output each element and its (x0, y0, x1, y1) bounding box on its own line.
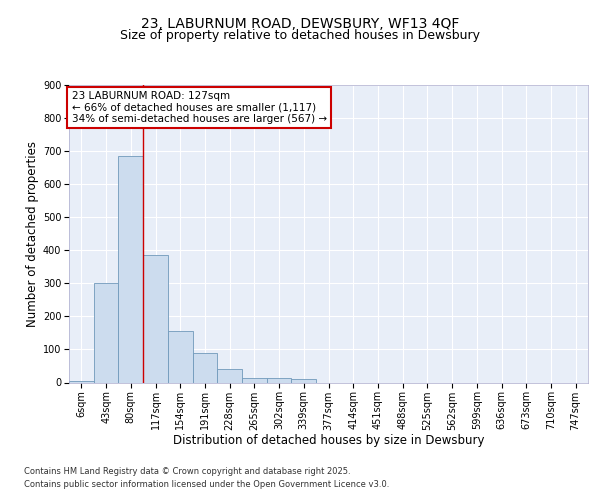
Bar (143, 255, 168, 382)
Y-axis label: Number of detached properties: Number of detached properties (26, 141, 38, 327)
Text: 23 LABURNUM ROAD: 127sqm
← 66% of detached houses are smaller (1,117)
34% of sem: 23 LABURNUM ROAD: 127sqm ← 66% of detach… (71, 91, 327, 124)
Text: Size of property relative to detached houses in Dewsbury: Size of property relative to detached ho… (120, 29, 480, 42)
Bar (69, 380, 94, 382)
Bar (217, 370, 242, 382)
X-axis label: Distribution of detached houses by size in Dewsbury: Distribution of detached houses by size … (173, 434, 484, 447)
Bar (267, 378, 292, 382)
Text: 23, LABURNUM ROAD, DEWSBURY, WF13 4QF: 23, LABURNUM ROAD, DEWSBURY, WF13 4QF (141, 18, 459, 32)
Bar (168, 332, 193, 382)
Text: Contains HM Land Registry data © Crown copyright and database right 2025.: Contains HM Land Registry data © Crown c… (24, 467, 350, 476)
Bar (242, 378, 267, 382)
Bar (94, 284, 118, 382)
Bar (292, 379, 316, 382)
Bar (193, 353, 217, 382)
Bar (118, 156, 143, 382)
Text: Contains public sector information licensed under the Open Government Licence v3: Contains public sector information licen… (24, 480, 389, 489)
